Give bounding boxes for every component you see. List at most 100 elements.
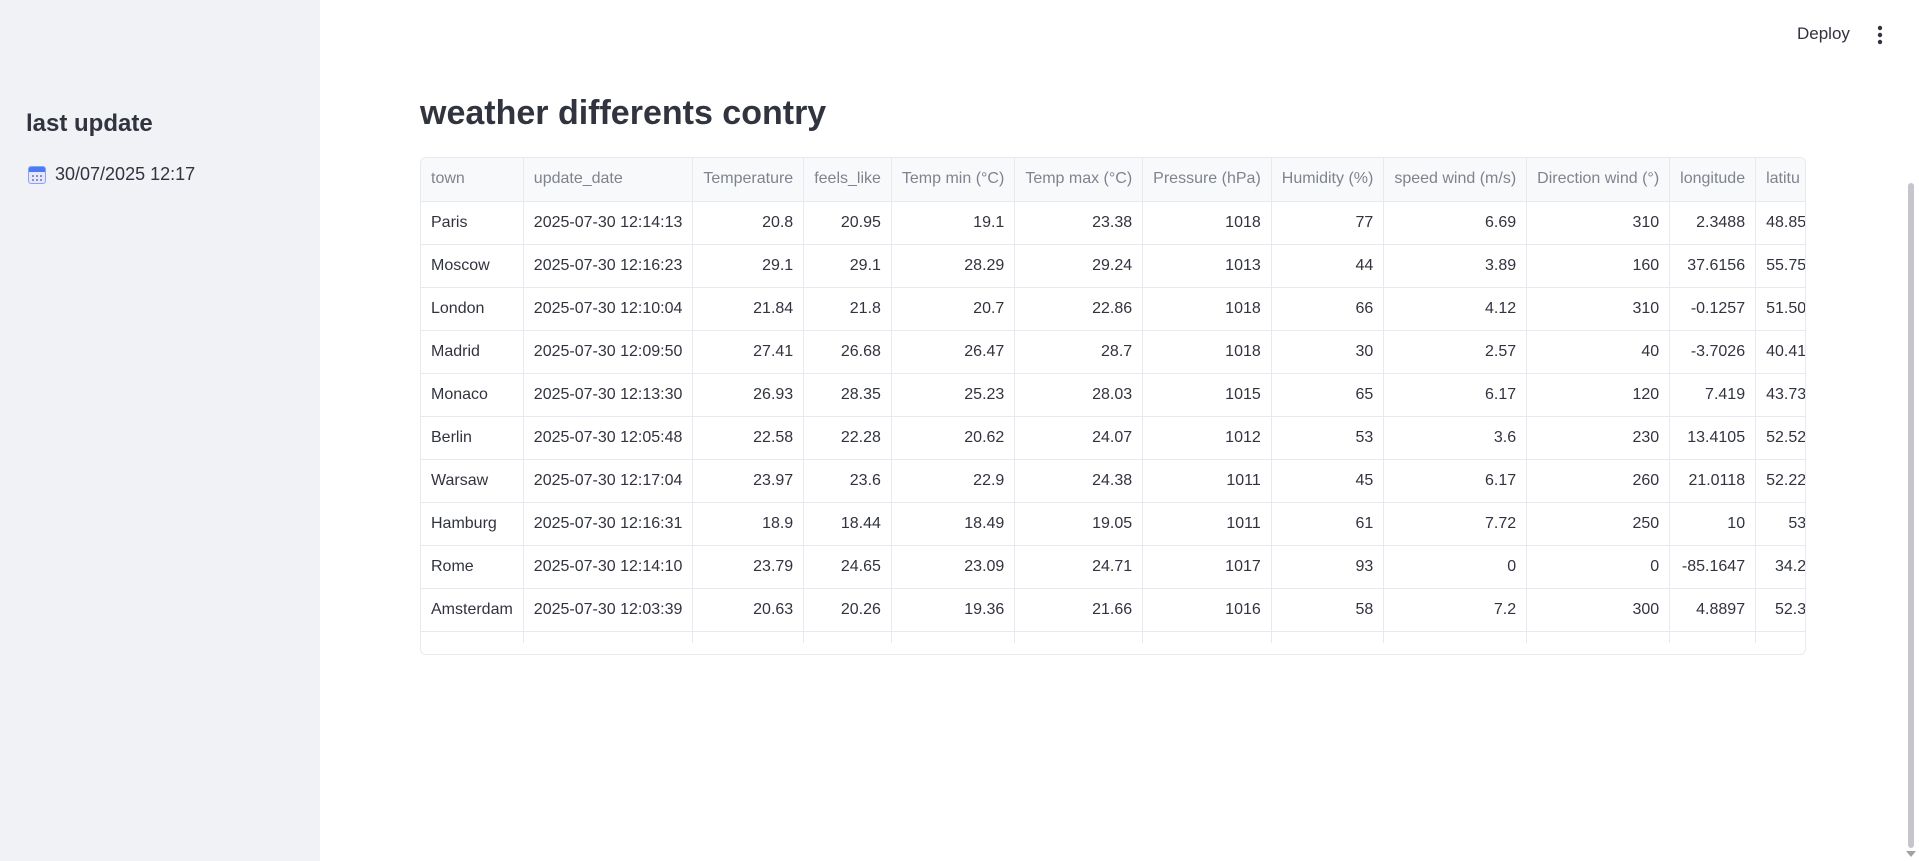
table-cell[interactable]: 20.7 (891, 287, 1016, 331)
table-cell[interactable]: 21.0118 (1669, 459, 1757, 503)
table-cell[interactable]: 43.73 (1755, 373, 1805, 417)
table-cell[interactable]: 28.7 (1014, 330, 1144, 374)
table-cell[interactable]: 58 (1271, 588, 1385, 632)
table-cell[interactable]: 18.9 (692, 502, 805, 546)
table-cell[interactable]: 300 (1526, 588, 1671, 632)
table-cell[interactable]: 1018 (1142, 201, 1272, 245)
table-cell[interactable]: 29.1 (803, 244, 892, 288)
table-cell[interactable]: 53 (1755, 502, 1805, 546)
table-row[interactable]: Berlin 2025-07-30 12:05:48 22.58 22.28 20.62… (421, 416, 1805, 460)
column-header[interactable]: speed wind (m/s) (1383, 158, 1528, 202)
table-cell[interactable]: 37.6156 (1669, 244, 1757, 288)
column-header[interactable]: longitude (1669, 158, 1757, 202)
table-cell[interactable]: 1013 (1142, 244, 1272, 288)
table-cell[interactable]: Warsaw (421, 459, 524, 503)
table-cell[interactable]: 26.93 (692, 373, 805, 417)
table-cell[interactable]: 4.12 (1383, 287, 1528, 331)
table-cell[interactable]: 93 (1271, 545, 1385, 589)
table-cell[interactable]: 24.71 (1014, 545, 1144, 589)
table-row[interactable]: Monaco 2025-07-30 12:13:30 26.93 28.35 25.23… (421, 373, 1805, 417)
table-cell[interactable]: 260 (1526, 459, 1671, 503)
table-cell[interactable]: 310 (1526, 287, 1671, 331)
table-cell[interactable]: 1018 (1142, 330, 1272, 374)
table-cell[interactable]: London (421, 287, 524, 331)
table-cell[interactable]: 10 (1669, 502, 1757, 546)
table-cell[interactable]: 20.63 (692, 588, 805, 632)
table-cell[interactable]: 1011 (1142, 459, 1272, 503)
table-cell[interactable]: 21.8 (803, 287, 892, 331)
table-cell[interactable]: 160 (1526, 244, 1671, 288)
table-cell[interactable]: 30 (1271, 330, 1385, 374)
table-cell[interactable]: 18.49 (891, 502, 1016, 546)
table-cell[interactable]: 2025-07-30 12:16:31 (523, 502, 694, 546)
more-vertical-icon[interactable] (1875, 25, 1885, 45)
table-cell[interactable]: 28.03 (1014, 373, 1144, 417)
table-row[interactable]: London 2025-07-30 12:10:04 21.84 21.8 20.7 22… (421, 287, 1805, 331)
table-cell[interactable]: 28.35 (803, 373, 892, 417)
table-cell[interactable]: 0 (1383, 545, 1528, 589)
table-row[interactable]: Warsaw 2025-07-30 12:17:04 23.97 23.6 22.9 24… (421, 459, 1805, 503)
table-cell[interactable]: 23.79 (692, 545, 805, 589)
table-cell[interactable]: 6.17 (1383, 373, 1528, 417)
table-cell[interactable]: 13.4105 (1669, 416, 1757, 460)
table-cell[interactable]: 27.41 (692, 330, 805, 374)
column-header[interactable]: latitu (1755, 158, 1805, 202)
table-cell[interactable]: 23.38 (1014, 201, 1144, 245)
table-cell[interactable]: 40 (1526, 330, 1671, 374)
column-header[interactable]: Direction wind (°) (1526, 158, 1671, 202)
table-cell[interactable]: 21.84 (692, 287, 805, 331)
table-cell[interactable]: 24.38 (1014, 459, 1144, 503)
table-cell[interactable]: 1018 (1142, 287, 1272, 331)
table-cell[interactable]: 23.6 (803, 459, 892, 503)
table-cell[interactable]: 53 (1271, 416, 1385, 460)
table-cell[interactable]: 310 (1526, 201, 1671, 245)
table-cell[interactable]: 55.75 (1755, 244, 1805, 288)
table-cell[interactable]: 23.09 (891, 545, 1016, 589)
table-cell[interactable]: 23.97 (692, 459, 805, 503)
table-cell[interactable]: 28.29 (891, 244, 1016, 288)
table-cell[interactable]: 19.05 (1014, 502, 1144, 546)
table-cell[interactable]: 2025-07-30 12:05:48 (523, 416, 694, 460)
table-cell[interactable]: 2025-07-30 12:16:23 (523, 244, 694, 288)
table-cell[interactable]: 52.3 (1755, 588, 1805, 632)
column-header[interactable]: Temp max (°C) (1014, 158, 1144, 202)
table-cell[interactable]: 250 (1526, 502, 1671, 546)
table-cell[interactable]: 3.89 (1383, 244, 1528, 288)
table-cell[interactable]: 20.26 (803, 588, 892, 632)
table-cell[interactable]: Amsterdam (421, 588, 524, 632)
table-row[interactable]: Moscow 2025-07-30 12:16:23 29.1 29.1 28.29 29… (421, 244, 1805, 288)
table-cell[interactable]: 1016 (1142, 588, 1272, 632)
table-cell[interactable]: 2025-07-30 12:14:10 (523, 545, 694, 589)
table-cell[interactable]: 22.86 (1014, 287, 1144, 331)
table-cell[interactable]: 2025-07-30 12:17:04 (523, 459, 694, 503)
table-cell[interactable]: 2025-07-30 12:09:50 (523, 330, 694, 374)
table-cell[interactable]: 61 (1271, 502, 1385, 546)
table-cell[interactable]: 77 (1271, 201, 1385, 245)
scroll-down-arrow-icon[interactable] (1906, 851, 1916, 857)
table-cell[interactable]: Berlin (421, 416, 524, 460)
column-header[interactable]: Pressure (hPa) (1142, 158, 1272, 202)
table-cell[interactable]: 22.28 (803, 416, 892, 460)
table-cell[interactable]: Paris (421, 201, 524, 245)
table-cell[interactable]: 2.3488 (1669, 201, 1757, 245)
table-cell[interactable]: 65 (1271, 373, 1385, 417)
table-cell[interactable]: 4.8897 (1669, 588, 1757, 632)
deploy-button[interactable]: Deploy (1797, 24, 1850, 43)
table-cell[interactable]: 6.17 (1383, 459, 1528, 503)
table-cell[interactable]: 2025-07-30 12:13:30 (523, 373, 694, 417)
table-cell[interactable]: 1011 (1142, 502, 1272, 546)
table-cell[interactable]: 1015 (1142, 373, 1272, 417)
table-cell[interactable]: -3.7026 (1669, 330, 1757, 374)
table-cell[interactable]: 19.1 (891, 201, 1016, 245)
page-scrollbar[interactable] (1908, 183, 1914, 848)
table-cell[interactable]: 20.8 (692, 201, 805, 245)
table-cell[interactable]: 22.58 (692, 416, 805, 460)
table-row[interactable]: Paris 2025-07-30 12:14:13 20.8 20.95 19.1 23.… (421, 201, 1805, 245)
table-row[interactable]: Hamburg 2025-07-30 12:16:31 18.9 18.44 18.49… (421, 502, 1805, 546)
table-cell[interactable]: 34.2 (1755, 545, 1805, 589)
table-cell[interactable]: 29.1 (692, 244, 805, 288)
column-header[interactable]: feels_like (803, 158, 892, 202)
table-cell[interactable]: 20.62 (891, 416, 1016, 460)
table-cell[interactable]: 2025-07-30 12:14:13 (523, 201, 694, 245)
table-cell[interactable]: 25.23 (891, 373, 1016, 417)
